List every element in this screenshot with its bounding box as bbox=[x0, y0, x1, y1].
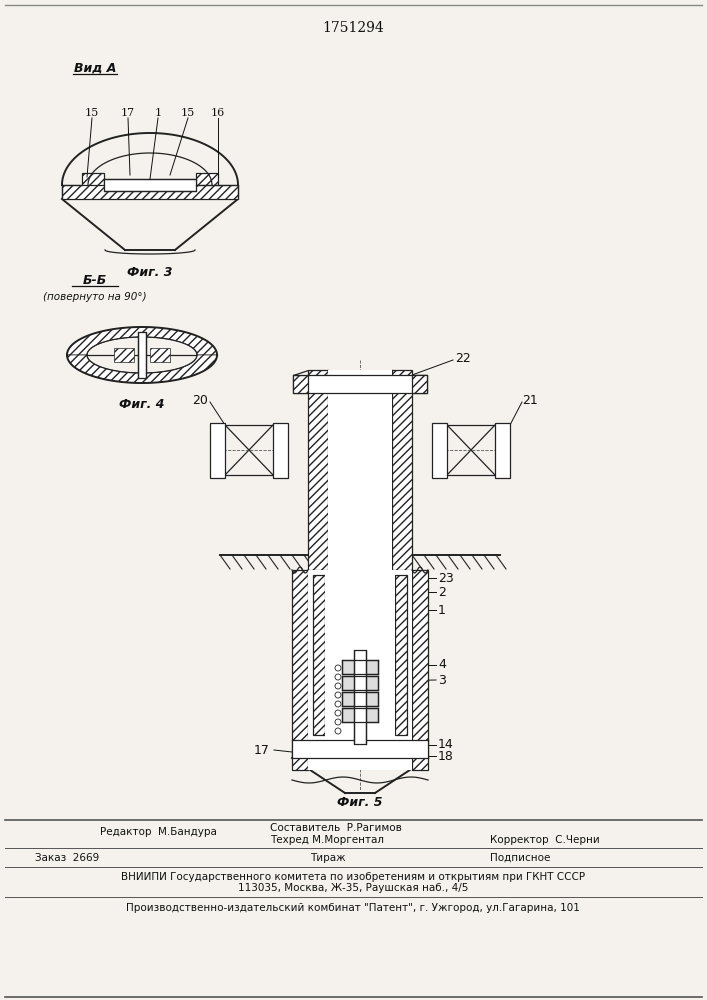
Text: 15: 15 bbox=[85, 108, 99, 118]
Text: Вид А: Вид А bbox=[74, 62, 116, 75]
Text: Фиг. 3: Фиг. 3 bbox=[127, 265, 173, 278]
Bar bbox=[392, 370, 412, 570]
Bar bbox=[150, 348, 170, 362]
Bar bbox=[82, 173, 104, 197]
Bar bbox=[342, 708, 378, 722]
Text: 18: 18 bbox=[438, 750, 454, 762]
Bar bbox=[354, 650, 366, 744]
Bar bbox=[273, 423, 288, 478]
Text: Техред М.Моргентал: Техред М.Моргентал bbox=[270, 835, 384, 845]
Text: Корректор  С.Черни: Корректор С.Черни bbox=[490, 835, 600, 845]
Polygon shape bbox=[67, 327, 217, 355]
Text: 17: 17 bbox=[254, 744, 270, 756]
Bar bbox=[293, 375, 427, 393]
Text: 17: 17 bbox=[121, 108, 135, 118]
Bar bbox=[308, 570, 412, 770]
Bar bbox=[432, 423, 447, 478]
Bar bbox=[62, 185, 238, 199]
Bar bbox=[313, 575, 325, 735]
Text: 23: 23 bbox=[438, 572, 454, 584]
Bar bbox=[328, 370, 392, 570]
Text: (повернуто на 90°): (повернуто на 90°) bbox=[43, 292, 147, 302]
Text: Фиг. 4: Фиг. 4 bbox=[119, 398, 165, 412]
Text: Б-Б: Б-Б bbox=[83, 273, 107, 286]
Bar bbox=[412, 375, 427, 393]
Text: 113035, Москва, Ж-35, Раушская наб., 4/5: 113035, Москва, Ж-35, Раушская наб., 4/5 bbox=[238, 883, 468, 893]
Bar bbox=[210, 423, 225, 478]
Text: 22: 22 bbox=[455, 352, 471, 364]
Text: Подписное: Подписное bbox=[490, 853, 550, 863]
Bar bbox=[395, 575, 407, 735]
Text: 1: 1 bbox=[154, 108, 162, 118]
Text: 1: 1 bbox=[438, 603, 446, 616]
Text: 15: 15 bbox=[181, 108, 195, 118]
Bar bbox=[292, 740, 428, 758]
Bar bbox=[342, 692, 378, 706]
Text: 20: 20 bbox=[192, 393, 208, 406]
Bar bbox=[104, 179, 196, 191]
Text: ВНИИПИ Государственного комитета по изобретениям и открытиям при ГКНТ СССР: ВНИИПИ Государственного комитета по изоб… bbox=[121, 872, 585, 882]
Bar bbox=[196, 173, 218, 197]
Bar bbox=[342, 676, 378, 690]
Polygon shape bbox=[67, 355, 217, 383]
Bar bbox=[138, 332, 146, 378]
Text: Фиг. 5: Фиг. 5 bbox=[337, 796, 382, 808]
Bar bbox=[120, 180, 180, 190]
Bar bbox=[495, 423, 510, 478]
Bar bbox=[342, 660, 378, 674]
Bar bbox=[114, 348, 134, 362]
Text: 21: 21 bbox=[522, 393, 538, 406]
Text: 14: 14 bbox=[438, 738, 454, 752]
Text: 1751294: 1751294 bbox=[322, 21, 384, 35]
Text: Производственно-издательский комбинат "Патент", г. Ужгород, ул.Гагарина, 101: Производственно-издательский комбинат "П… bbox=[126, 903, 580, 913]
Text: Заказ  2669: Заказ 2669 bbox=[35, 853, 99, 863]
Text: Составитель  Р.Рагимов: Составитель Р.Рагимов bbox=[270, 823, 402, 833]
Bar bbox=[292, 570, 308, 770]
Bar bbox=[308, 370, 328, 570]
Polygon shape bbox=[293, 370, 308, 375]
Text: 4: 4 bbox=[438, 658, 446, 672]
Text: Тираж: Тираж bbox=[310, 853, 346, 863]
Text: 2: 2 bbox=[438, 585, 446, 598]
Text: Редактор  М.Бандура: Редактор М.Бандура bbox=[100, 827, 217, 837]
Text: 3: 3 bbox=[438, 674, 446, 686]
Bar bbox=[293, 375, 308, 393]
Bar bbox=[325, 575, 395, 740]
Text: 16: 16 bbox=[211, 108, 225, 118]
Bar bbox=[412, 570, 428, 770]
